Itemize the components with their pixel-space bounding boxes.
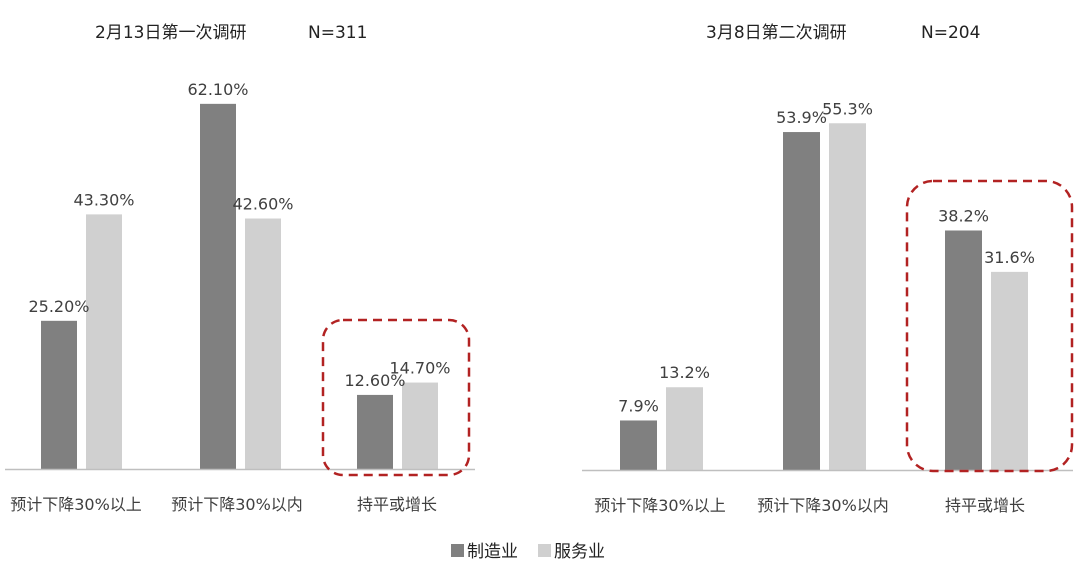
category-label-second-3: 持平或增长 [945,496,1025,515]
legend: 制造业 服务业 [451,542,605,562]
chart-title-first: 2月13日第一次调研 [95,23,246,43]
category-label-first-3: 持平或增长 [357,495,437,514]
legend-label-services: 服务业 [554,542,605,562]
bar-first-mfg-cat1 [41,320,77,469]
label-second-mfg-cat3: 38.2% [938,206,989,225]
bar-second-mfg-cat3 [945,230,982,470]
label-second-svc-cat3: 31.6% [984,248,1035,267]
highlight-box-first [321,318,471,477]
label-first-svc-cat2: 42.60% [232,195,293,214]
highlight-box-second [905,179,1074,473]
label-second-svc-cat2: 55.3% [822,99,873,118]
bar-second-mfg-cat1 [620,420,657,470]
category-label-first-2: 预计下降30%以内 [171,495,303,514]
label-first-svc-cat1: 43.30% [73,190,134,209]
category-label-second-1: 预计下降30%以上 [594,496,726,515]
label-first-mfg-cat1: 25.20% [28,297,89,316]
chart-second-survey: 3月8日第二次调研 N=204 7.9% 13.2% 53.9% 55.3% 3… [582,23,1074,515]
sample-size-first: N=311 [308,23,367,43]
category-label-first-1: 预计下降30%以上 [10,495,142,514]
bar-second-svc-cat2 [829,123,866,471]
bar-first-svc-cat1 [86,214,122,469]
bar-first-mfg-cat3 [357,394,393,469]
label-second-mfg-cat2: 53.9% [776,108,827,127]
bar-second-mfg-cat2 [783,132,820,470]
bar-first-svc-cat2 [245,218,281,469]
legend-label-manufacturing: 制造业 [467,542,518,562]
legend-swatch-manufacturing [451,544,464,557]
chart-first-survey: 2月13日第一次调研 N=311 25.20% 43.30% 62.10% 42… [5,23,475,514]
bar-first-mfg-cat2 [200,103,236,470]
label-first-mfg-cat3: 12.60% [344,371,405,390]
label-first-svc-cat3: 14.70% [389,359,450,378]
bar-second-svc-cat1 [666,387,703,470]
label-second-svc-cat1: 13.2% [659,363,710,382]
category-label-second-2: 预计下降30%以内 [757,496,889,515]
label-first-mfg-cat2: 62.10% [187,80,248,99]
sample-size-second: N=204 [921,23,980,43]
chart-title-second: 3月8日第二次调研 [706,23,847,43]
label-second-mfg-cat1: 7.9% [618,396,659,415]
bar-first-svc-cat3 [402,382,438,469]
bar-second-svc-cat3 [991,271,1028,470]
legend-swatch-services [538,544,551,557]
